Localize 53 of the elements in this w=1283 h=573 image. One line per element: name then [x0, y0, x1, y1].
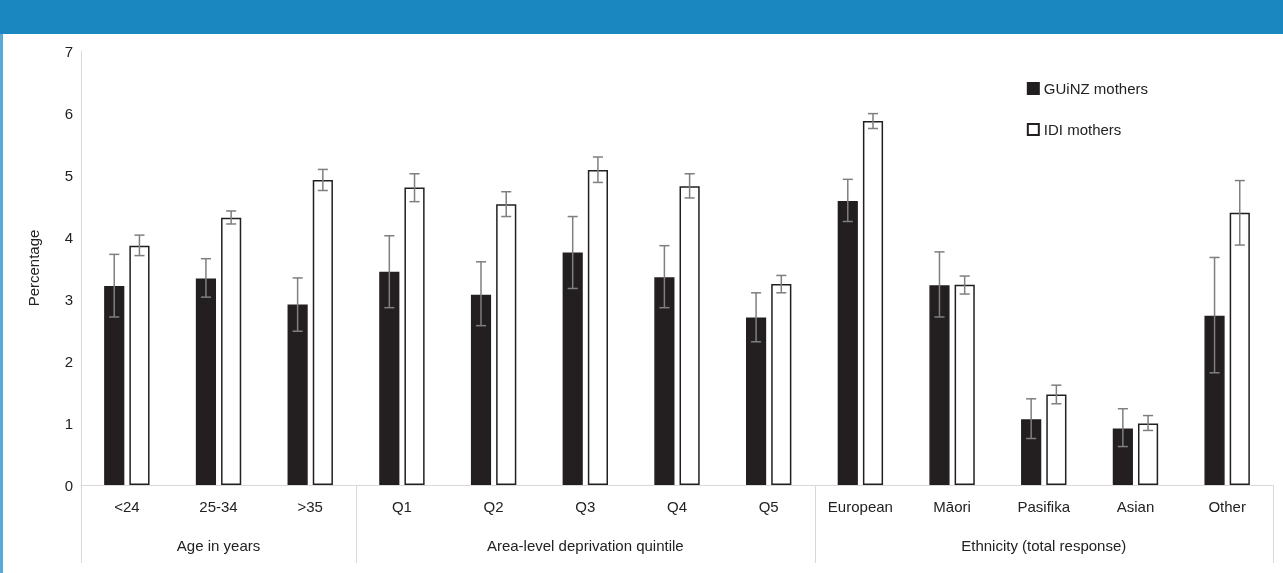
x-tick-label: European [827, 498, 893, 515]
bar [287, 304, 308, 485]
bar [404, 187, 425, 485]
y-tick-label: 1 [64, 414, 73, 432]
text: Age in years [176, 537, 261, 554]
x-tick-label: 25-34 [199, 498, 238, 515]
legend-label: GUiNZ mothers [1043, 80, 1149, 97]
y-tick-label: 3 [64, 290, 73, 308]
bar [129, 245, 150, 485]
bar [1229, 212, 1250, 485]
bar [1204, 315, 1225, 485]
bar [837, 201, 858, 485]
text: Area-level deprivation quintile [486, 537, 684, 554]
y-tick-label: 6 [64, 104, 73, 122]
x-tick-label: Pasifika [1017, 498, 1071, 515]
legend-label: IDI mothers [1043, 121, 1122, 138]
bar [929, 285, 950, 485]
y-axis-title: Percentage [25, 229, 42, 307]
x-tick-label: <24 [114, 498, 140, 515]
y-tick-label: 5 [64, 166, 73, 184]
x-tick-label: Q5 [758, 498, 779, 515]
bar [104, 285, 125, 485]
x-tick-label: Q4 [666, 498, 688, 515]
bar [1112, 428, 1133, 485]
x-tick-label: >35 [297, 498, 323, 515]
bar [312, 179, 333, 485]
bar [746, 317, 767, 485]
bar [470, 294, 492, 485]
bar [587, 170, 608, 485]
y-tick-label: 2 [64, 352, 73, 370]
x-tick-label: Asian [1116, 498, 1155, 515]
bar [654, 277, 675, 485]
y-tick-label: 0 [64, 476, 73, 494]
text: Ethnicity (total response) [961, 537, 1127, 554]
bar [1021, 419, 1042, 485]
bar [1137, 423, 1159, 485]
bar [771, 284, 792, 485]
x-tick-label: Other [1208, 498, 1246, 515]
y-tick-label: 4 [64, 228, 73, 246]
bar [379, 271, 400, 485]
x-tick-label: Māori [933, 498, 971, 515]
bar [679, 186, 700, 485]
y-tick-label: 7 [64, 42, 73, 60]
x-tick-label: Q3 [575, 498, 596, 515]
bar [195, 278, 217, 485]
x-tick-label: Q1 [391, 498, 412, 515]
bar [1046, 394, 1067, 485]
x-tick-label: Q2 [483, 498, 504, 515]
bar [954, 284, 975, 485]
bar [221, 217, 242, 485]
bar [562, 252, 583, 485]
bar [496, 204, 517, 485]
bar [862, 121, 884, 485]
